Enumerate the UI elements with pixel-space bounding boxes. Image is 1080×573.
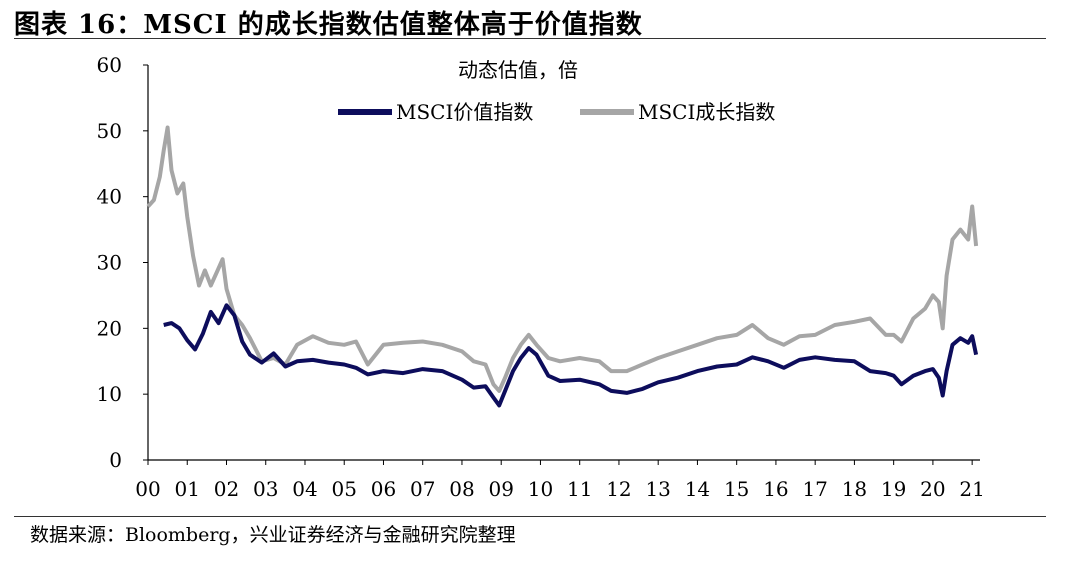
- x-tick-label: 05: [331, 477, 356, 501]
- y-tick-label: 60: [97, 53, 122, 77]
- axes: [147, 65, 980, 461]
- x-tick-label: 07: [410, 477, 435, 501]
- y-tick-label: 20: [97, 316, 122, 340]
- y-tick-label: 0: [109, 448, 122, 472]
- x-tick-label: 14: [685, 477, 710, 501]
- x-tick-label: 12: [606, 477, 631, 501]
- x-tick-label: 06: [371, 477, 396, 501]
- x-tick-label: 08: [449, 477, 474, 501]
- series-line-growth: [146, 125, 979, 393]
- x-tick-label: 13: [645, 477, 670, 501]
- bottom-rule: [14, 516, 1046, 517]
- y-tick-label: 10: [97, 382, 122, 406]
- x-tick-label: 18: [842, 477, 867, 501]
- figure-title: 图表 16：MSCI 的成长指数估值整体高于价值指数: [14, 10, 643, 40]
- x-tick-label: 01: [175, 477, 200, 501]
- x-tick-label: 20: [920, 477, 945, 501]
- x-tick-label: 16: [763, 477, 788, 501]
- x-tick-label: 19: [881, 477, 906, 501]
- x-tick-label: 11: [567, 477, 592, 501]
- y-tick-label: 40: [97, 185, 122, 209]
- x-tick-label: 21: [959, 477, 984, 501]
- series-line-value: [163, 303, 979, 408]
- ticks: 0 10 20 30 40 50 60 00 01 02 03 04 05 06 07 08 09 10 11 12 1…: [97, 53, 985, 501]
- legend-label-growth: MSCI成长指数: [638, 100, 775, 124]
- chart-title: 动态估值，倍: [458, 58, 578, 82]
- series-lines: [146, 125, 979, 408]
- source-note: 数据来源：Bloomberg，兴业证券经济与金融研究院整理: [30, 524, 516, 546]
- x-tick-label: 09: [488, 477, 513, 501]
- legend: MSCI价值指数 MSCI成长指数: [338, 100, 775, 124]
- x-tick-label: 04: [292, 477, 317, 501]
- line-chart: 0 10 20 30 40 50 60 00 01 02 03 04 05 06 07 08 09 10 11 12 1…: [97, 53, 985, 501]
- y-tick-label: 50: [97, 119, 122, 143]
- x-tick-label: 02: [214, 477, 239, 501]
- x-tick-label: 15: [724, 477, 749, 501]
- y-tick-label: 30: [97, 251, 122, 275]
- x-tick-label: 03: [253, 477, 278, 501]
- x-tick-label: 17: [802, 477, 827, 501]
- top-rule: [14, 38, 1046, 39]
- legend-label-value: MSCI价值指数: [396, 100, 533, 124]
- x-tick-label: 00: [135, 477, 160, 501]
- x-tick-label: 10: [528, 477, 553, 501]
